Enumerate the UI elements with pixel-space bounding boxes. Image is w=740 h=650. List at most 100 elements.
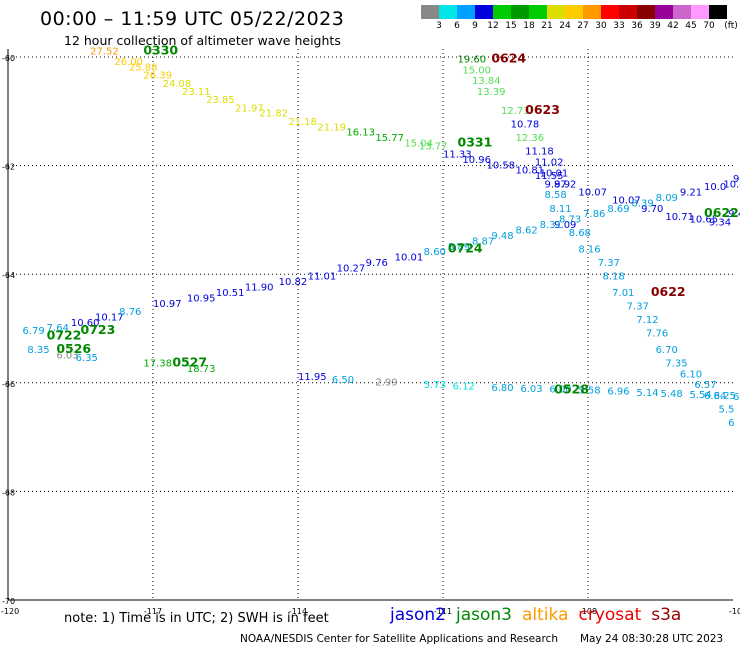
data-point-label: 6.80 — [491, 383, 513, 394]
x-tick-label: -114 — [289, 607, 307, 616]
data-point-label: 21.19 — [317, 122, 346, 133]
legend-swatch — [637, 5, 655, 19]
satellite-legend-item: jason2 — [390, 605, 446, 625]
data-point-label: 13.77 — [419, 141, 448, 152]
data-point-label: 9.34 — [709, 217, 731, 228]
data-point-label: 23.11 — [182, 87, 211, 98]
data-point-label: 8.60 — [424, 247, 446, 258]
data-point-label: 17.38 — [143, 359, 172, 370]
data-point-label: 25.88 — [129, 63, 158, 74]
data-point-label: 6.84 — [704, 391, 726, 402]
data-point-label: 8.39 — [632, 198, 654, 209]
data-point-label: 12.73 — [501, 106, 530, 117]
data-point-label: 7.35 — [665, 359, 687, 370]
data-point-label: 11.55 — [535, 171, 564, 182]
data-point-label: 7.12 — [636, 315, 658, 326]
legend-swatch — [655, 5, 673, 19]
data-point-label: 11.02 — [535, 158, 564, 169]
chart-title: 00:00 – 11:59 UTC 05/22/2023 — [40, 8, 345, 30]
satellite-legend-item: s3a — [651, 605, 682, 625]
pass-time-label: 0527 — [172, 355, 207, 370]
y-tick-label: -64 — [2, 271, 15, 280]
y-tick-label: -68 — [2, 488, 15, 497]
satellite-legend-item: jason3 — [456, 605, 512, 625]
data-point-label: 8.09 — [656, 193, 678, 204]
legend-label: 21 — [541, 21, 553, 31]
data-point-label: 7.64 — [47, 323, 69, 334]
data-point-label: 10.40 — [723, 179, 740, 190]
data-point-label: 10.71 — [665, 212, 694, 223]
data-point-label: 11.90 — [245, 282, 274, 293]
data-point-label: 2.99 — [375, 378, 397, 389]
data-point-label: 9.92 — [554, 179, 576, 190]
legend-swatch — [601, 5, 619, 19]
data-point-label: 7.01 — [612, 288, 634, 299]
y-tick-label: -66 — [2, 380, 15, 389]
legend-label: 12 — [487, 21, 499, 31]
data-point-label: 26.00 — [114, 57, 143, 68]
data-point-label: 13.84 — [472, 76, 501, 87]
data-point-label: 10.58 — [487, 160, 516, 171]
data-point-label: 6.35 — [76, 353, 98, 364]
data-point-label: 23.85 — [206, 95, 235, 106]
legend-label: 45 — [685, 21, 697, 31]
data-point-label: 10.07 — [612, 196, 641, 207]
data-point-label: 6.96 — [607, 387, 629, 398]
data-point-label: 10.01 — [540, 168, 569, 179]
data-point-label: 6 — [728, 418, 734, 429]
data-point-label: 10.78 — [511, 120, 540, 131]
y-tick-label: -60 — [2, 54, 15, 63]
data-point-label: 10.27 — [337, 263, 366, 274]
data-point-label: 8.58 — [545, 190, 567, 201]
data-point-label: 7.37 — [598, 258, 620, 269]
data-point-label: 16.13 — [346, 128, 375, 139]
data-point-label: 18.73 — [187, 364, 216, 375]
data-point-label: 11.95 — [298, 372, 327, 383]
data-point-label: 9.48 — [491, 231, 513, 242]
pass-time-label: 0526 — [56, 341, 91, 356]
legend-swatch — [475, 5, 493, 19]
data-point-label: 8.76 — [119, 307, 141, 318]
legend-label: 18 — [523, 21, 535, 31]
legend-label: 15 — [505, 21, 517, 31]
data-point-label: 9.21 — [680, 187, 702, 198]
generated-timestamp: May 24 08:30:28 UTC 2023 — [580, 633, 724, 645]
x-tick-label: -111 — [434, 607, 452, 616]
y-tick-label: -62 — [2, 163, 15, 172]
legend-label: 3 — [436, 21, 442, 31]
pass-time-label: 0723 — [81, 322, 116, 337]
data-point-label: 5.58 — [578, 386, 600, 397]
data-point-label: 21.97 — [235, 103, 264, 114]
data-point-label: 8.69 — [607, 204, 629, 215]
satellite-legend-item: altika — [522, 605, 569, 625]
x-tick-label: -120 — [1, 607, 19, 616]
data-point-label: 21.82 — [259, 109, 288, 120]
legend-swatch — [511, 5, 529, 19]
data-point-label: 9.87 — [545, 179, 567, 190]
data-point-label: 8.16 — [578, 244, 600, 255]
data-point-label: 24.08 — [163, 79, 192, 90]
data-point-label: 26.39 — [143, 71, 172, 82]
pass-time-label: 0623 — [525, 102, 560, 117]
data-point-label: 6.79 — [23, 326, 45, 337]
data-point-label: 10.17 — [95, 312, 124, 323]
legend-swatch — [709, 5, 727, 19]
data-point-label: 8.68 — [569, 228, 591, 239]
data-point-label: 9.45 — [728, 209, 740, 220]
data-point-label: 8.87 — [472, 236, 494, 247]
data-point-label: 19.60 — [458, 54, 487, 65]
data-point-label: 5.54 — [690, 390, 712, 401]
chart-subtitle: 12 hour collection of altimeter wave hei… — [64, 33, 341, 48]
legend-swatch — [529, 5, 547, 19]
legend-unit: (ft) — [724, 21, 738, 31]
credit-text: NOAA/NESDIS Center for Satellite Applica… — [240, 633, 558, 645]
data-point-label: 9.09 — [554, 220, 576, 231]
data-point-label: 6.84 — [733, 392, 740, 403]
data-point-label: 5.14 — [636, 388, 658, 399]
satellite-legend-item: cryosat — [578, 605, 642, 625]
data-point-label: 6.03 — [520, 384, 542, 395]
data-point-label: 15.00 — [462, 65, 491, 76]
data-point-label: 11.18 — [525, 147, 554, 158]
